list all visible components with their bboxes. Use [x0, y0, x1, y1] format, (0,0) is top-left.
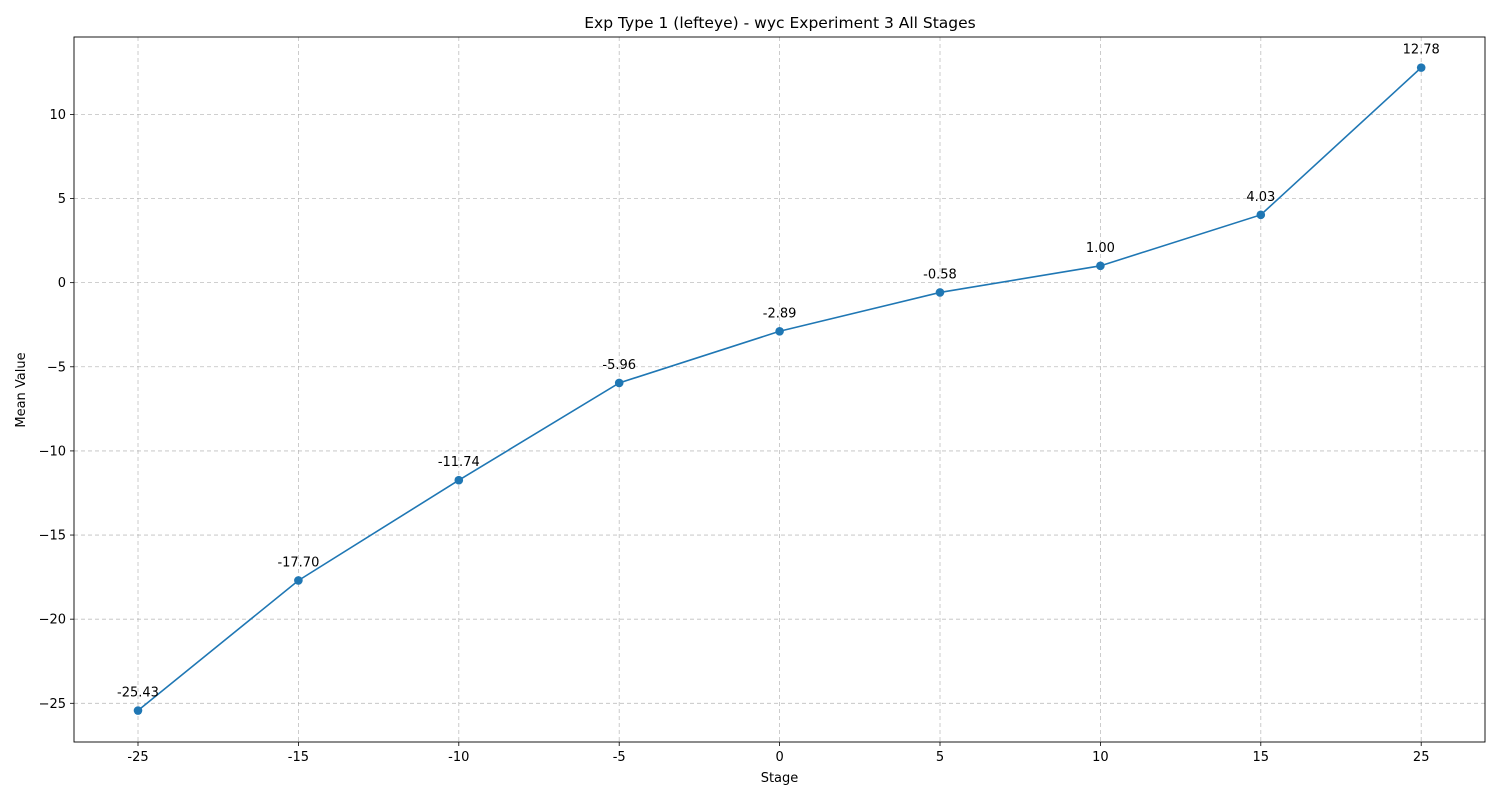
data-point	[775, 326, 784, 336]
plot-frame	[73, 36, 1486, 743]
y-tick-label: 0	[58, 276, 66, 291]
data-label: 4.03	[1246, 190, 1275, 205]
ticks-layer: -25 -15 -10 -5 0 5 10 15 25 10 5 0 −5 −10 −15 −20 −25	[39, 108, 1430, 765]
data-label: -17.70	[277, 555, 319, 570]
data-label: -11.74	[438, 455, 480, 470]
x-tick-label: 10	[1092, 750, 1109, 765]
data-point	[1256, 210, 1266, 220]
x-tick-label: 15	[1253, 750, 1270, 765]
data-label: -2.89	[763, 306, 797, 321]
data-label: -25.43	[117, 686, 159, 701]
y-tick-label: −10	[39, 444, 66, 459]
y-tick-label: 10	[49, 108, 66, 123]
data-point	[294, 576, 303, 585]
data-point	[454, 475, 464, 485]
data-point	[935, 288, 945, 297]
x-tick-label: -15	[288, 750, 309, 765]
x-tick-label: 0	[775, 750, 783, 765]
x-tick-label: 25	[1413, 750, 1430, 765]
y-tick-label: −25	[39, 697, 66, 712]
y-tick-label: 5	[58, 192, 66, 207]
x-tick-label: -25	[127, 750, 148, 765]
data-point	[1416, 63, 1426, 72]
data-point	[133, 706, 143, 715]
x-tick-label: -5	[613, 750, 626, 765]
data-label: 1.00	[1086, 241, 1115, 256]
series-layer	[133, 63, 1426, 715]
chart-title: Exp Type 1 (lefteye) - wyc Experiment 3 …	[584, 14, 976, 32]
x-tick-label: 5	[936, 750, 944, 765]
y-tick-label: −5	[47, 360, 66, 375]
x-axis-label: Stage	[761, 771, 799, 786]
data-label: -5.96	[602, 358, 636, 373]
data-label: 12.78	[1403, 43, 1440, 58]
data-labels-layer: -25.43 -17.70 -11.74 -5.96 -2.89 -0.58 1.00 4.0…	[117, 43, 1440, 701]
data-label: -0.58	[923, 267, 957, 282]
y-axis-label: Mean Value	[14, 352, 29, 427]
data-point	[614, 378, 624, 388]
x-tick-label: -10	[448, 750, 469, 765]
grid-layer	[74, 37, 1485, 742]
data-point	[1096, 261, 1105, 271]
y-tick-label: −15	[39, 529, 66, 544]
y-tick-label: −20	[39, 613, 66, 628]
